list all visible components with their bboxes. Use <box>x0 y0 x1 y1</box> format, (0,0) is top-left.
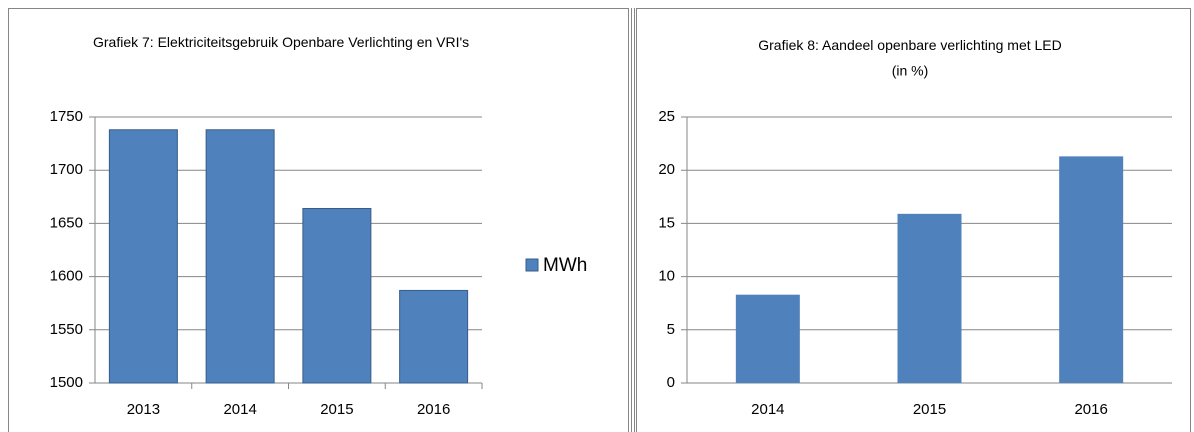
bar <box>897 213 962 383</box>
bar <box>1059 156 1124 383</box>
bar <box>399 289 469 384</box>
y-tick-label: 1500 <box>50 374 83 391</box>
x-tick-label: 2014 <box>223 401 256 418</box>
x-tick-label: 2013 <box>127 401 160 418</box>
y-tick-label: 10 <box>658 268 675 285</box>
legend-swatch <box>525 258 539 272</box>
y-tick-label: 0 <box>667 374 675 391</box>
y-tick-label: 1650 <box>50 214 83 231</box>
title-box: Grafiek 8: Aandeel openbare verlichting … <box>758 37 1062 53</box>
y-tick-label: 1600 <box>50 268 83 285</box>
x-tick-label: 2016 <box>1074 401 1107 418</box>
chart-title: Grafiek 8: Aandeel openbare verlichting … <box>758 37 1062 53</box>
bar <box>108 129 178 384</box>
bar <box>302 208 372 384</box>
y-tick-label: 1550 <box>50 321 83 338</box>
title-box: Grafiek 7: Elektriciteitsgebruik Openbar… <box>93 34 470 50</box>
y-tick-label: 20 <box>658 161 675 178</box>
y-tick-label: 5 <box>667 321 675 338</box>
y-tick-label: 15 <box>658 214 675 231</box>
bar <box>205 129 275 384</box>
chart-title: Grafiek 7: Elektriciteitsgebruik Openbar… <box>93 34 470 50</box>
y-tick-label: 1700 <box>50 161 83 178</box>
chart-subtitle: (in %) <box>892 63 929 79</box>
legend-label: MWh <box>543 255 587 276</box>
x-tick-label: 2016 <box>417 401 450 418</box>
x-tick-label: 2015 <box>913 401 946 418</box>
y-tick-label: 1750 <box>50 108 83 125</box>
x-tick-label: 2015 <box>320 401 353 418</box>
y-tick-label: 25 <box>658 108 675 125</box>
x-tick-label: 2014 <box>751 401 784 418</box>
bar <box>735 294 800 383</box>
